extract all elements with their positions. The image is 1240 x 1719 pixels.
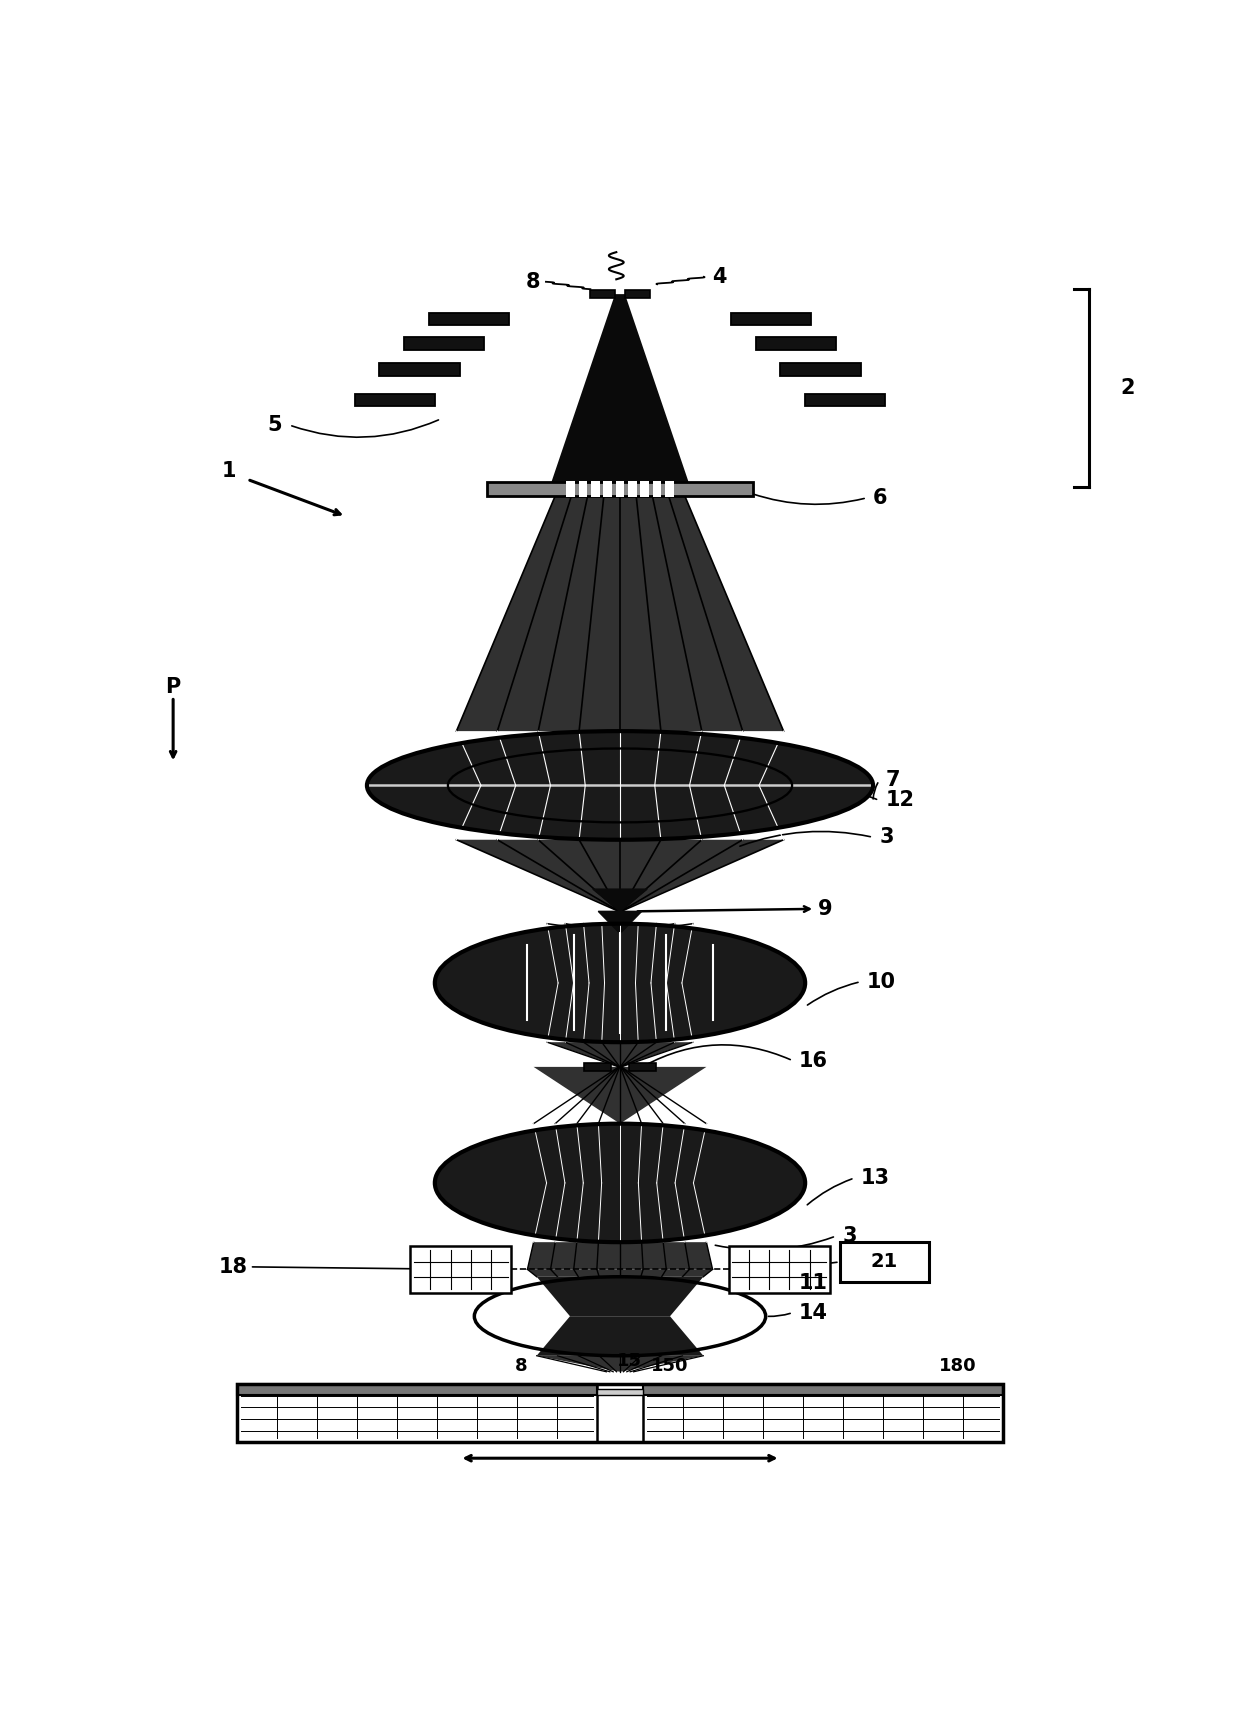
Bar (591, 481, 600, 497)
Bar (567, 481, 575, 497)
Bar (590, 291, 615, 299)
Text: 1: 1 (222, 461, 236, 481)
Bar (644, 1384, 1003, 1442)
Text: 7: 7 (885, 770, 900, 791)
Bar (404, 337, 484, 349)
Bar (640, 481, 649, 497)
Text: P: P (165, 677, 181, 696)
Text: 150: 150 (651, 1356, 688, 1375)
Text: 2: 2 (1120, 378, 1135, 397)
Text: 11: 11 (799, 1272, 828, 1293)
Bar (625, 291, 650, 299)
Text: 10: 10 (867, 971, 895, 992)
Bar (652, 481, 661, 497)
Polygon shape (547, 1042, 693, 1067)
Bar (629, 1062, 656, 1071)
Polygon shape (537, 1277, 703, 1317)
Bar (644, 1384, 1003, 1396)
Polygon shape (537, 1317, 703, 1356)
Polygon shape (527, 1243, 713, 1269)
Bar (237, 1384, 596, 1442)
Ellipse shape (435, 923, 805, 1042)
Text: 18: 18 (218, 1257, 247, 1277)
Text: 3: 3 (879, 827, 894, 847)
Text: 6: 6 (873, 488, 888, 507)
Bar (596, 1389, 644, 1396)
Polygon shape (456, 841, 784, 911)
Bar (839, 1243, 929, 1282)
Bar (237, 1384, 596, 1396)
Polygon shape (598, 911, 642, 933)
Text: 8: 8 (515, 1356, 527, 1375)
Text: 14: 14 (799, 1303, 828, 1322)
Bar (616, 481, 624, 497)
Bar (729, 1246, 830, 1293)
Polygon shape (547, 923, 693, 933)
Polygon shape (533, 1067, 707, 1124)
Text: 180: 180 (939, 1356, 976, 1375)
Polygon shape (527, 1269, 713, 1277)
Bar (355, 394, 435, 406)
Text: 16: 16 (799, 1050, 828, 1071)
Text: 5: 5 (267, 414, 281, 435)
Text: 8: 8 (526, 272, 539, 292)
Bar (604, 481, 613, 497)
Bar (579, 481, 588, 497)
Polygon shape (456, 497, 784, 731)
Bar (429, 313, 508, 325)
Text: 12: 12 (885, 791, 914, 810)
Bar (410, 1246, 511, 1293)
Bar (665, 481, 673, 497)
Bar (584, 1062, 611, 1071)
Bar (780, 363, 861, 375)
Bar (732, 313, 811, 325)
Text: 4: 4 (713, 266, 727, 287)
Text: 3: 3 (842, 1226, 857, 1246)
Bar (805, 394, 885, 406)
Ellipse shape (367, 731, 873, 841)
Text: 21: 21 (870, 1253, 898, 1272)
Text: 15: 15 (618, 1351, 642, 1370)
Text: 13: 13 (861, 1167, 890, 1188)
Bar (756, 337, 836, 349)
Text: 9: 9 (817, 899, 832, 920)
Polygon shape (537, 1356, 703, 1372)
Bar (627, 481, 636, 497)
Polygon shape (593, 889, 647, 911)
Ellipse shape (435, 1124, 805, 1243)
Bar (237, 1384, 1003, 1442)
Polygon shape (549, 294, 691, 490)
Bar (487, 483, 753, 497)
Bar (379, 363, 460, 375)
